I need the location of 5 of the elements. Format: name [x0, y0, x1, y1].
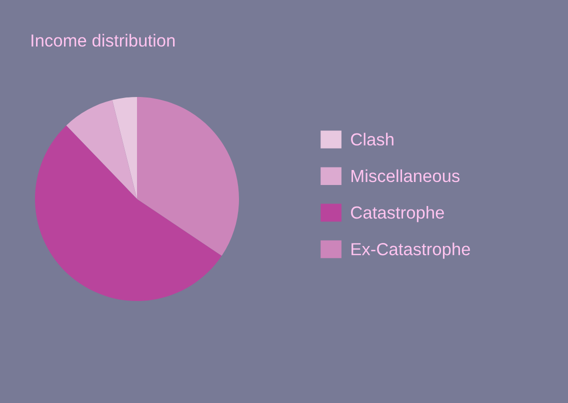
- chart-title: Income distribution: [32, 34, 175, 47]
- legend-label: Miscellaneous: [352, 169, 460, 182]
- legend-label: Ex-Catastrophe: [352, 242, 470, 259]
- legend-label: Catastrophe: [351, 206, 444, 222]
- legend-label: Clash: [351, 132, 394, 146]
